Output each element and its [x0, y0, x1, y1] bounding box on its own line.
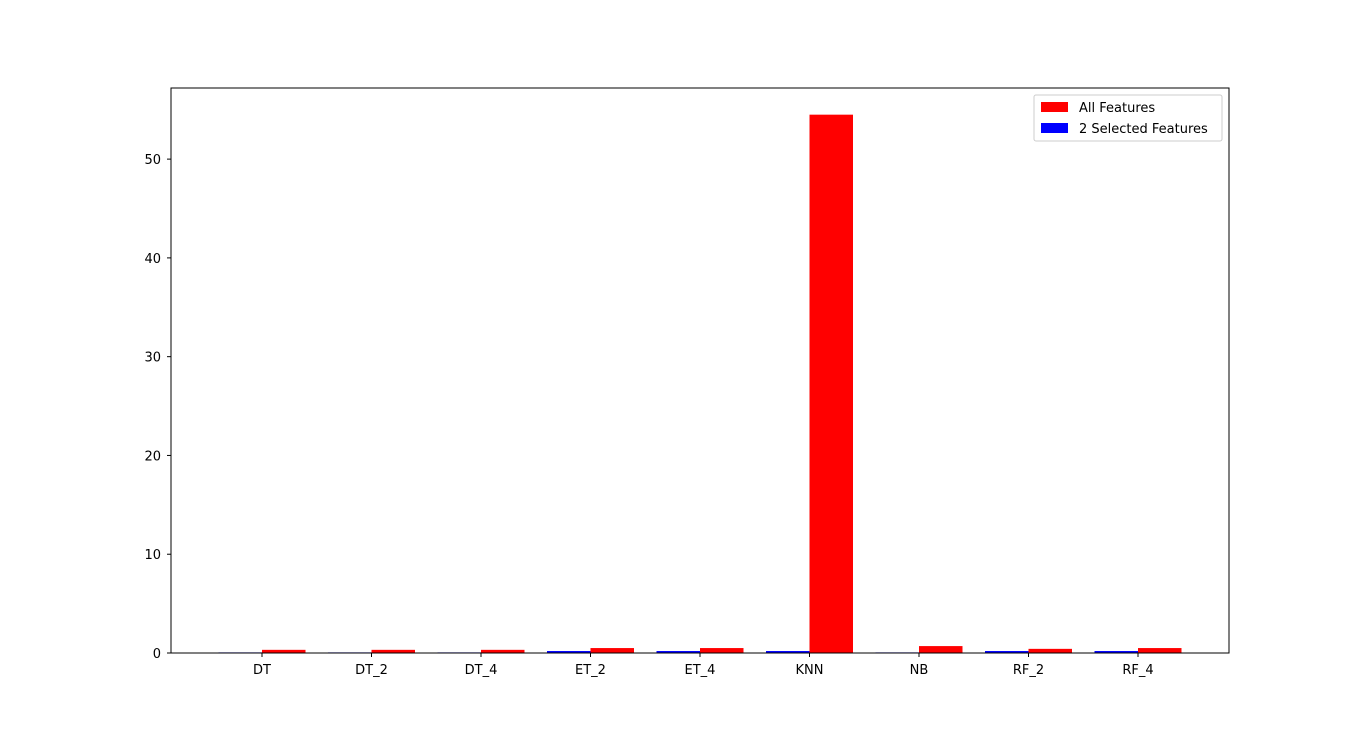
bar-2-selected-features-et-2 [547, 651, 591, 653]
bar-all-features-et-2 [590, 648, 634, 653]
y-tick-label: 20 [144, 449, 161, 464]
bar-all-features-knn [809, 114, 853, 654]
bar-all-features-dt-4 [481, 649, 525, 653]
bar-all-features-nb [919, 646, 963, 653]
y-tick-label: 10 [144, 548, 161, 563]
bar-all-features-dt [262, 649, 306, 653]
x-tick-label: DT_2 [355, 663, 388, 678]
bar-all-features-et-4 [700, 648, 744, 653]
y-tick-label: 50 [144, 153, 161, 168]
bars-layer [218, 114, 1182, 654]
bar-2-selected-features-et-4 [656, 651, 700, 653]
legend-label-all-features: All Features [1079, 101, 1155, 116]
bar-all-features-rf-4 [1138, 648, 1182, 653]
bar-all-features-dt-2 [371, 649, 415, 653]
legend-frame [1033, 94, 1223, 142]
x-tick-label: DT [253, 663, 271, 678]
y-tick-label: 0 [153, 647, 161, 662]
x-tick-label: NB [910, 663, 929, 678]
x-axis: DT DT_2 DT_4 ET_2 ET_4 KNN NB RF_2 RF_4 [253, 653, 1154, 678]
x-tick-label: ET_4 [685, 663, 716, 678]
bar-all-features-rf-2 [1028, 648, 1072, 653]
x-tick-label: KNN [796, 663, 824, 678]
x-tick-label: ET_2 [575, 663, 606, 678]
y-tick-label: 40 [144, 252, 161, 267]
plot-frame [170, 87, 1230, 654]
y-axis: 0 10 20 30 40 50 [144, 153, 171, 662]
legend: All Features 2 Selected Features [1033, 94, 1223, 142]
x-tick-label: RF_2 [1013, 663, 1044, 678]
x-tick-label: RF_4 [1122, 663, 1153, 678]
legend-swatch-all-features [1041, 102, 1068, 112]
legend-swatch-selected-features [1041, 123, 1068, 133]
legend-label-selected-features: 2 Selected Features [1079, 122, 1208, 137]
y-tick-label: 30 [144, 351, 161, 366]
bar-2-selected-features-knn [766, 651, 810, 653]
bar-2-selected-features-rf-4 [1094, 651, 1138, 653]
x-tick-label: DT_4 [465, 663, 498, 678]
bar-2-selected-features-rf-2 [985, 651, 1029, 653]
